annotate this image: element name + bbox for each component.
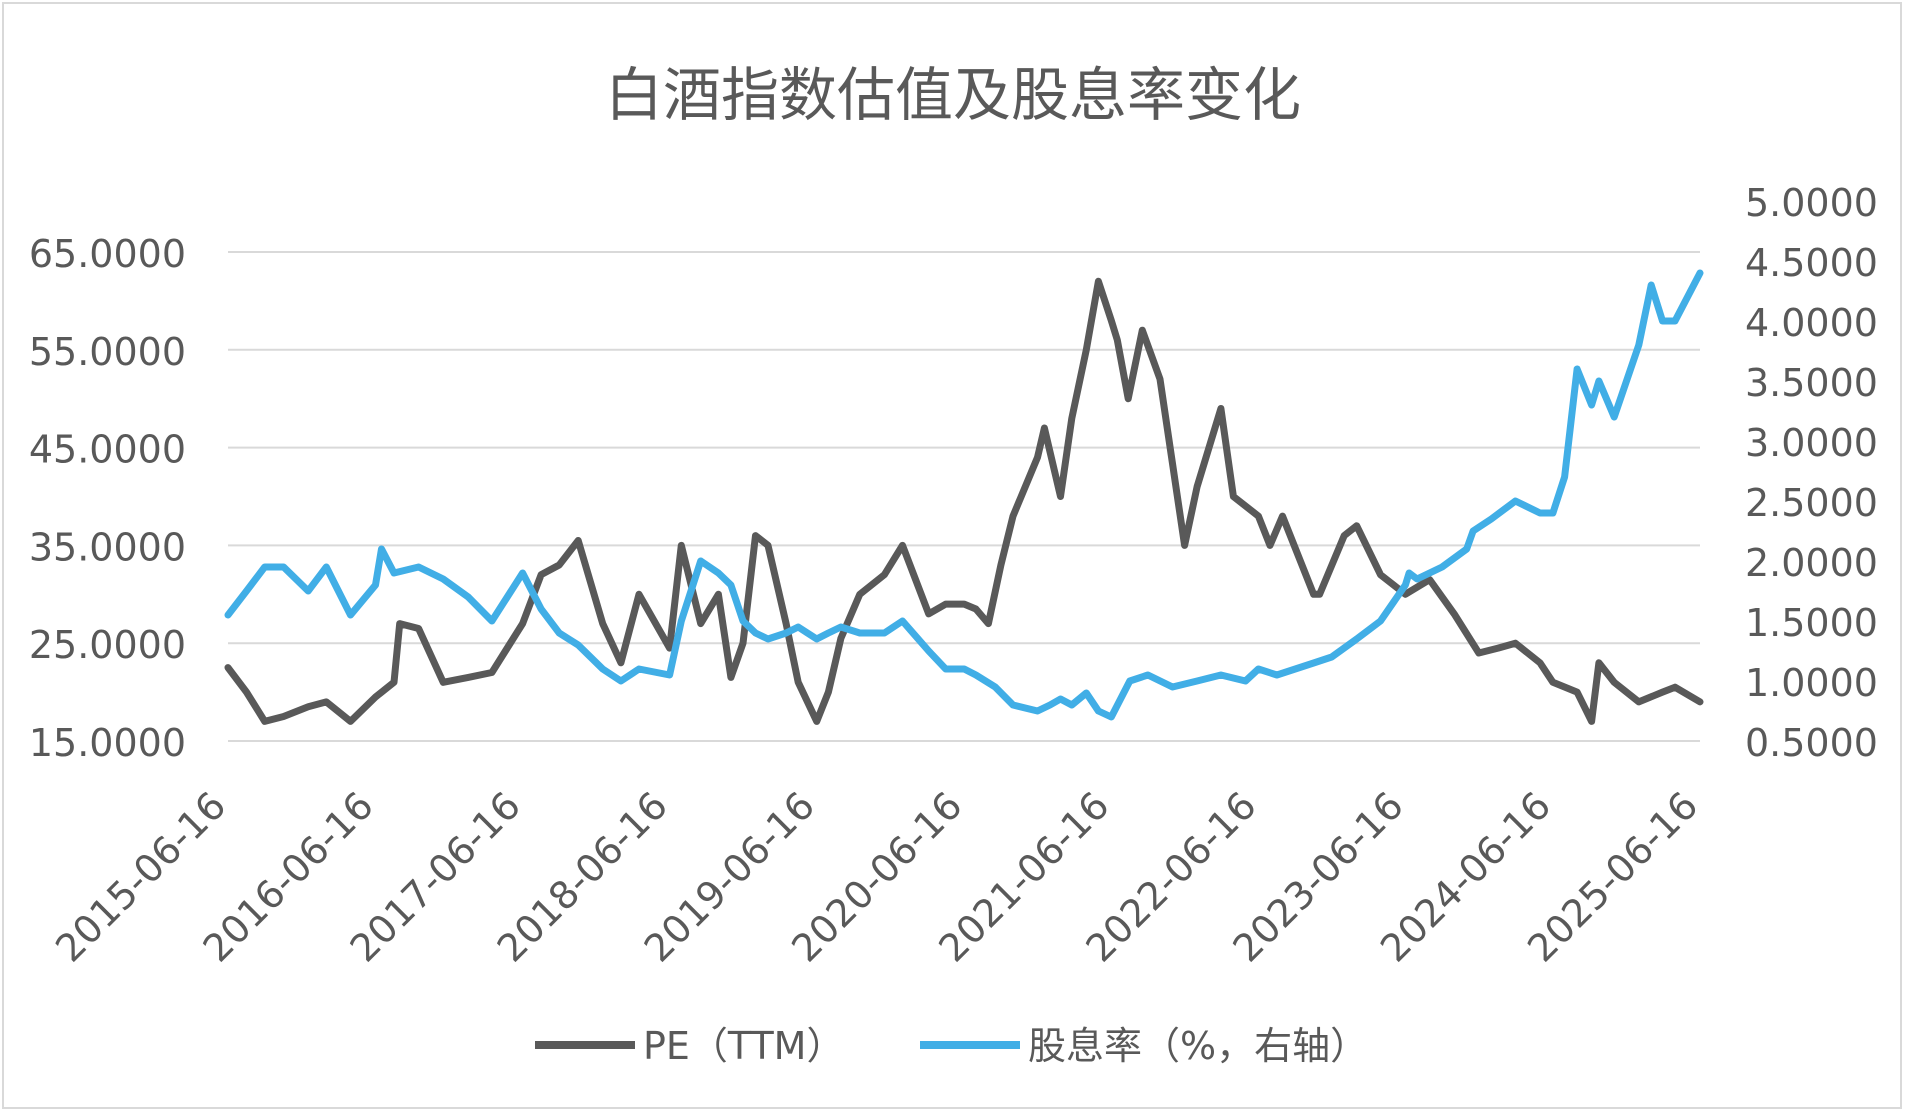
x-axis-ticks: 2015-06-162016-06-162017-06-162018-06-16… [47, 783, 1706, 970]
y-left-tick-label: 65.0000 [29, 232, 186, 276]
y-left-tick-label: 45.0000 [29, 428, 186, 472]
y-right-tick-label: 3.0000 [1745, 421, 1878, 465]
y-left-tick-label: 55.0000 [29, 330, 186, 374]
legend-label-1: PE（TTM） [643, 1024, 844, 1068]
left-axis-ticks: 15.0000 25.0000 35.0000 45.0000 55.0000 65.00… [29, 232, 186, 765]
y-right-tick-label: 3.5000 [1745, 361, 1878, 405]
chart-title: 白酒指数估值及股息率变化 [605, 61, 1301, 129]
series-line-1 [224, 277, 1704, 725]
grid-lines [228, 251, 1700, 742]
y-right-tick-label: 1.5000 [1745, 601, 1878, 645]
series-line-2 [224, 269, 1704, 721]
y-right-tick-label: 4.0000 [1745, 301, 1878, 345]
y-left-tick-label: 25.0000 [29, 623, 186, 667]
y-right-tick-label: 5.0000 [1745, 181, 1878, 225]
y-right-tick-label: 0.5000 [1745, 721, 1878, 765]
y-right-tick-label: 2.0000 [1745, 541, 1878, 585]
y-left-tick-label: 35.0000 [29, 525, 186, 569]
legend: PE（TTM） 股息率（%，右轴） [535, 1024, 1368, 1068]
y-right-tick-label: 4.5000 [1745, 241, 1878, 285]
series-lines [224, 269, 1704, 725]
legend-label-2: 股息率（%，右轴） [1028, 1024, 1368, 1068]
y-right-tick-label: 2.5000 [1745, 481, 1878, 525]
y-right-tick-label: 1.0000 [1745, 661, 1878, 705]
right-axis-ticks: 0.5000 1.0000 1.5000 2.0000 2.5000 3.0000 3.50… [1745, 181, 1878, 765]
y-left-tick-label: 15.0000 [29, 721, 186, 765]
